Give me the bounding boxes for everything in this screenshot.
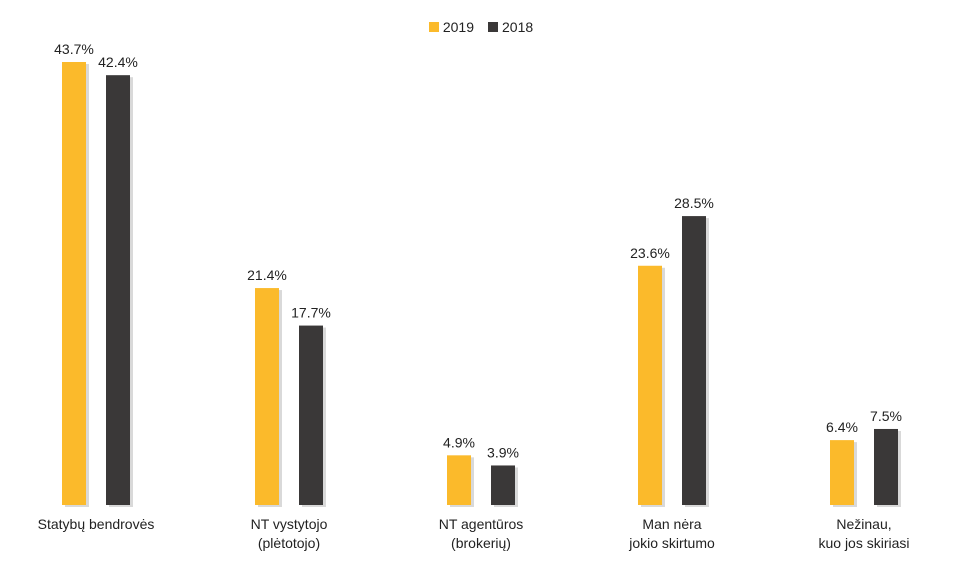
data-label-2018-1: 17.7%: [291, 305, 331, 321]
data-label-2018-0: 42.4%: [98, 54, 138, 70]
category-label-4: Nežinau, kuo jos skiriasi: [818, 516, 910, 551]
bar-2019-1: [255, 288, 279, 505]
data-label-2018-4: 7.5%: [870, 408, 902, 424]
bar-2019-3: [638, 265, 662, 505]
bar-2018-0: [106, 75, 130, 505]
legend-swatch-2018: [488, 22, 498, 32]
legend-swatch-2019: [428, 22, 439, 32]
category-label-0: Statybų bendrovės: [37, 516, 155, 532]
data-label-2019-4: 6.4%: [826, 419, 858, 435]
data-label-2019-0: 43.7%: [54, 41, 94, 57]
legend-label-2018: 2018: [502, 19, 534, 35]
legend-item-2018: 2018: [488, 19, 533, 35]
bar-2019-0: [62, 62, 86, 505]
category-label-3: Man nėra jokio skirtumo: [629, 516, 715, 551]
category-label-1: NT vystytojo (plėtotojo): [250, 516, 328, 551]
bar-2019-4: [830, 440, 854, 505]
data-label-2018-2: 3.9%: [487, 444, 519, 460]
bar-2019-2: [447, 455, 471, 505]
data-label-2018-3: 28.5%: [674, 195, 714, 211]
category-label-2: NT agentūros (brokerių): [438, 516, 524, 551]
bar-2018-2: [491, 465, 515, 505]
legend-item-2019: 2019: [428, 19, 474, 35]
bar-2018-3: [682, 216, 706, 505]
legend-label-2019: 2019: [442, 19, 474, 35]
bar-2018-4: [874, 428, 898, 505]
data-label-2019-2: 4.9%: [443, 434, 475, 450]
data-label-2019-1: 21.4%: [247, 267, 287, 283]
legend: 2019 2018: [0, 19, 962, 35]
bar-2018-1: [299, 325, 323, 505]
data-label-2019-3: 23.6%: [630, 245, 670, 261]
